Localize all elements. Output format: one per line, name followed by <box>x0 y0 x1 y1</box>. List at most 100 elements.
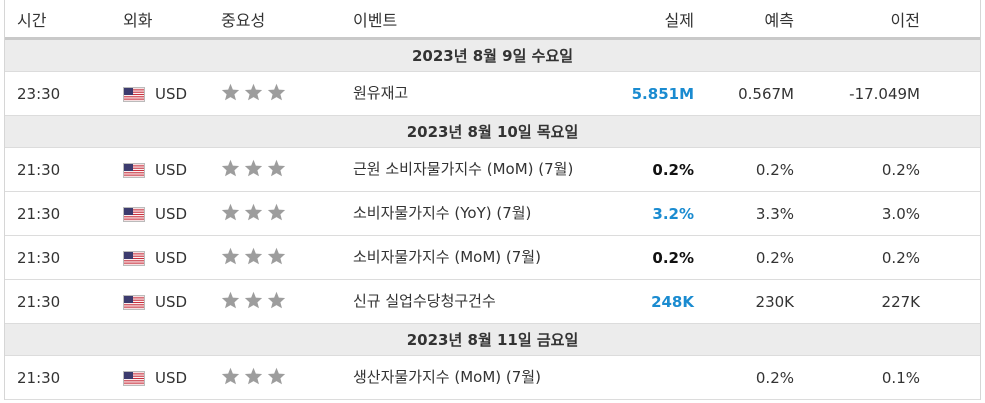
time: 21:30 <box>5 279 111 324</box>
flag-icon <box>123 294 145 310</box>
event-row: 21:30 USD 근원 소비자물가지수 (MoM) (7월) 0.2% 0.2% 0.2… <box>5 147 980 192</box>
star-icon <box>267 83 286 100</box>
event-name: 근원 소비자물가지수 (MoM) (7월) <box>341 147 631 192</box>
star-icon <box>221 203 240 220</box>
event-name: 생산자물가지수 (MoM) (7월) <box>341 355 631 400</box>
importance <box>209 279 341 324</box>
flag-icon <box>123 86 145 102</box>
star-icon <box>267 203 286 220</box>
currency-code: USD <box>155 368 188 387</box>
previous: 3.0% <box>801 191 927 236</box>
flag-icon <box>123 206 145 222</box>
star-icon <box>244 291 263 308</box>
header-row: 시간 외화 중요성 이벤트 실제 예측 이전 <box>5 0 980 40</box>
time: 21:30 <box>5 355 111 400</box>
currency: USD <box>111 355 209 400</box>
event-name: 원유재고 <box>341 71 631 116</box>
importance <box>209 147 341 192</box>
star-icon <box>244 367 263 384</box>
currency-code: USD <box>155 160 188 179</box>
spacer <box>927 71 980 116</box>
date-label: 2023년 8월 11일 금요일 <box>5 323 980 356</box>
date-row: 2023년 8월 9일 수요일 <box>5 38 980 72</box>
currency: USD <box>111 191 209 236</box>
forecast: 0.567M <box>701 71 801 116</box>
star-icon <box>221 83 240 100</box>
star-icon <box>221 247 240 264</box>
column-header: 이전 <box>801 0 927 40</box>
column-header: 외화 <box>111 0 209 40</box>
importance <box>209 235 341 280</box>
date-label: 2023년 8월 10일 목요일 <box>5 115 980 148</box>
spacer <box>927 355 980 400</box>
spacer <box>927 235 980 280</box>
star-icon <box>244 83 263 100</box>
currency: USD <box>111 235 209 280</box>
currency-code: USD <box>155 292 188 311</box>
star-icon <box>221 159 240 176</box>
event-name: 소비자물가지수 (YoY) (7월) <box>341 191 631 236</box>
star-icon <box>244 203 263 220</box>
forecast: 0.2% <box>701 147 801 192</box>
column-header-spacer <box>927 0 980 40</box>
actual <box>631 355 701 400</box>
forecast: 0.2% <box>701 235 801 280</box>
spacer <box>927 191 980 236</box>
column-header: 예측 <box>701 0 801 40</box>
importance <box>209 355 341 400</box>
currency-code: USD <box>155 248 188 267</box>
event-name: 신규 실업수당청구건수 <box>341 279 631 324</box>
currency: USD <box>111 71 209 116</box>
event-row: 21:30 USD 소비자물가지수 (MoM) (7월) 0.2% 0.2% 0.2% <box>5 235 980 280</box>
event-row: 21:30 USD 신규 실업수당청구건수 248K 230K 227K <box>5 279 980 324</box>
currency-code: USD <box>155 204 188 223</box>
currency-code: USD <box>155 84 188 103</box>
event-row: 21:30 USD 소비자물가지수 (YoY) (7월) 3.2% 3.3% 3.0% <box>5 191 980 236</box>
forecast: 230K <box>701 279 801 324</box>
importance <box>209 71 341 116</box>
column-header: 시간 <box>5 0 111 40</box>
actual: 0.2% <box>631 147 701 192</box>
star-icon <box>221 367 240 384</box>
importance <box>209 191 341 236</box>
star-icon <box>267 247 286 264</box>
time: 21:30 <box>5 191 111 236</box>
date-row: 2023년 8월 10일 목요일 <box>5 115 980 148</box>
flag-icon <box>123 162 145 178</box>
currency: USD <box>111 279 209 324</box>
calendar: 시간 외화 중요성 이벤트 실제 예측 이전 2023년 8월 9일 수요일 23:30 USD… <box>4 0 981 400</box>
star-icon <box>267 291 286 308</box>
currency: USD <box>111 147 209 192</box>
spacer <box>927 147 980 192</box>
star-icon <box>244 159 263 176</box>
previous: 0.2% <box>801 235 927 280</box>
star-icon <box>267 159 286 176</box>
previous: -17.049M <box>801 71 927 116</box>
flag-icon <box>123 370 145 386</box>
previous: 0.2% <box>801 147 927 192</box>
date-label: 2023년 8월 9일 수요일 <box>5 38 980 72</box>
calendar-table: 시간 외화 중요성 이벤트 실제 예측 이전 2023년 8월 9일 수요일 23:30 USD… <box>5 0 980 400</box>
date-row: 2023년 8월 11일 금요일 <box>5 323 980 356</box>
column-header: 이벤트 <box>341 0 631 40</box>
forecast: 0.2% <box>701 355 801 400</box>
actual: 5.851M <box>631 71 701 116</box>
event-name: 소비자물가지수 (MoM) (7월) <box>341 235 631 280</box>
actual: 248K <box>631 279 701 324</box>
previous: 0.1% <box>801 355 927 400</box>
time: 21:30 <box>5 147 111 192</box>
previous: 227K <box>801 279 927 324</box>
flag-icon <box>123 250 145 266</box>
column-header: 중요성 <box>209 0 341 40</box>
table-body: 2023년 8월 9일 수요일 23:30 USD 원유재고 5.851M 0.567M -… <box>5 38 980 400</box>
spacer <box>927 279 980 324</box>
star-icon <box>221 291 240 308</box>
event-row: 21:30 USD 생산자물가지수 (MoM) (7월) 0.2% 0.1% <box>5 355 980 400</box>
event-row: 23:30 USD 원유재고 5.851M 0.567M -17.049M <box>5 71 980 116</box>
time: 21:30 <box>5 235 111 280</box>
star-icon <box>267 367 286 384</box>
actual: 3.2% <box>631 191 701 236</box>
time: 23:30 <box>5 71 111 116</box>
forecast: 3.3% <box>701 191 801 236</box>
column-header: 실제 <box>631 0 701 40</box>
